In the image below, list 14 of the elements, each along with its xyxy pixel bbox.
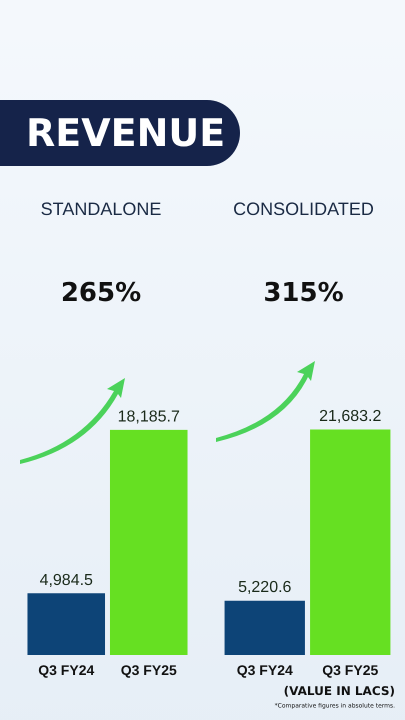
x-tick-label: Q3 FY24 <box>38 662 94 678</box>
x-tick-label: Q3 FY25 <box>120 662 177 678</box>
chart-title: CONSOLIDATED <box>233 199 374 219</box>
data-label: 4,984.5 <box>40 572 94 589</box>
chart-title: STANDALONE <box>40 199 162 219</box>
data-label: 18,185.7 <box>118 408 180 426</box>
text: (VALUE IN LACS) <box>284 684 395 698</box>
text: 315% <box>263 278 344 308</box>
text: 265% <box>60 278 142 308</box>
text: REVENUE <box>0 100 240 166</box>
x-tick-label: Q3 FY25 <box>322 662 378 678</box>
data-label: 5,220.6 <box>238 579 292 596</box>
data-label: 21,683.2 <box>319 408 382 425</box>
x-tick-label: Q3 FY24 <box>236 662 293 678</box>
